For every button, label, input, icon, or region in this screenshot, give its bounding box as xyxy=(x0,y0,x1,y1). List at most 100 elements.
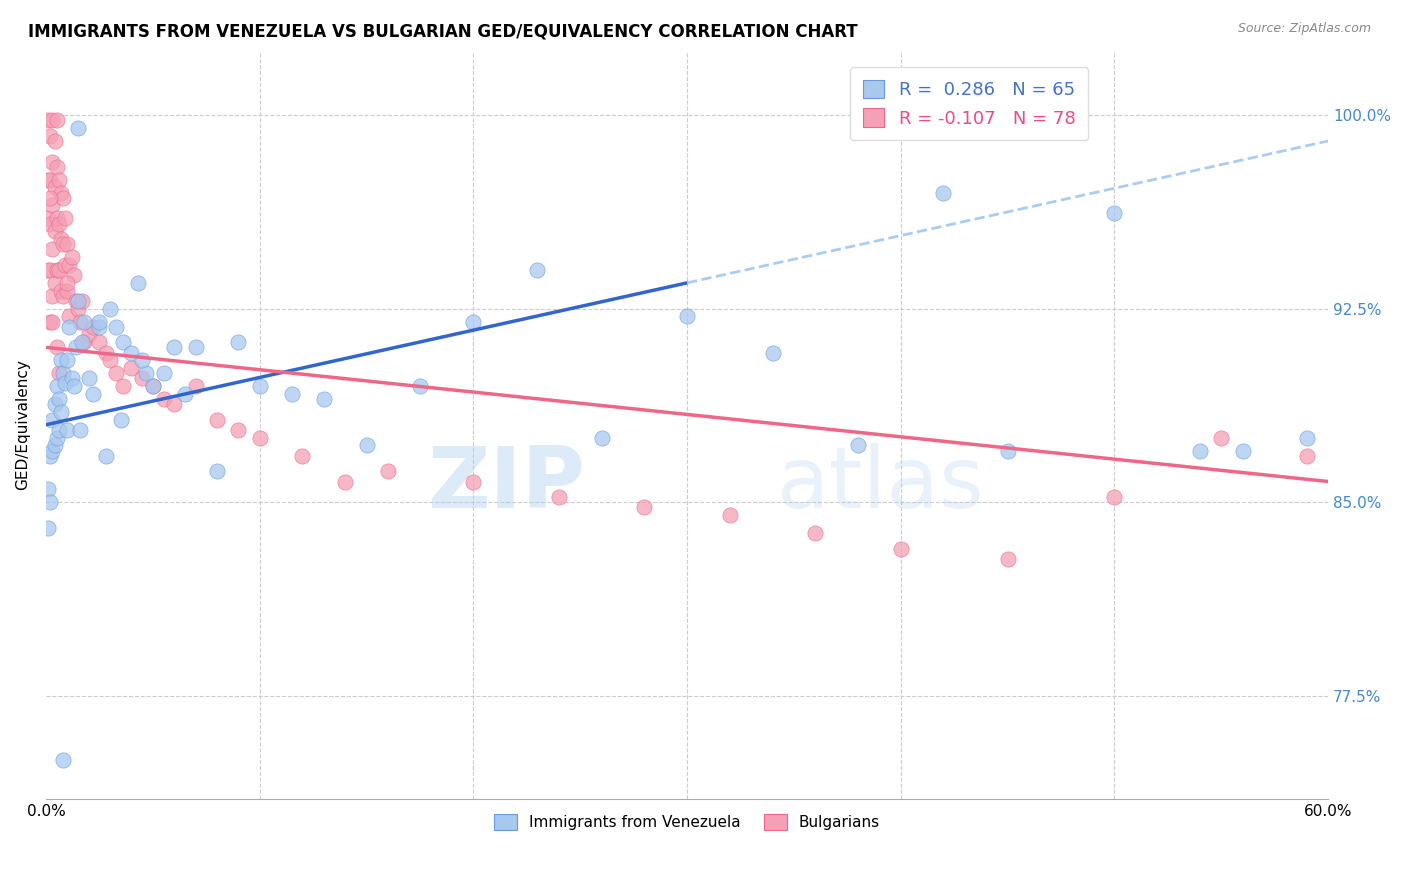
Point xyxy=(547,490,569,504)
Point xyxy=(37,521,59,535)
Point xyxy=(53,376,76,391)
Point xyxy=(312,392,335,406)
Point xyxy=(45,431,67,445)
Point xyxy=(280,386,302,401)
Point xyxy=(73,314,96,328)
Point xyxy=(111,335,134,350)
Point xyxy=(49,186,72,200)
Point xyxy=(49,405,72,419)
Point xyxy=(48,392,70,406)
Point xyxy=(249,379,271,393)
Point xyxy=(49,232,72,246)
Point xyxy=(226,423,249,437)
Point xyxy=(41,314,63,328)
Point xyxy=(39,263,62,277)
Point xyxy=(52,191,75,205)
Legend: Immigrants from Venezuela, Bulgarians: Immigrants from Venezuela, Bulgarians xyxy=(488,808,886,836)
Point xyxy=(111,379,134,393)
Point xyxy=(676,310,699,324)
Point xyxy=(60,371,83,385)
Point xyxy=(44,276,66,290)
Point xyxy=(163,340,186,354)
Point xyxy=(44,397,66,411)
Point xyxy=(152,392,174,406)
Point xyxy=(39,191,62,205)
Point xyxy=(58,319,80,334)
Text: Source: ZipAtlas.com: Source: ZipAtlas.com xyxy=(1237,22,1371,36)
Point xyxy=(82,386,104,401)
Point xyxy=(131,371,153,385)
Point xyxy=(56,423,79,437)
Point xyxy=(60,250,83,264)
Point xyxy=(120,361,142,376)
Point xyxy=(66,301,89,316)
Point xyxy=(48,217,70,231)
Point xyxy=(73,335,96,350)
Point xyxy=(69,423,91,437)
Point xyxy=(633,500,655,515)
Point xyxy=(37,113,59,128)
Point xyxy=(127,276,149,290)
Point xyxy=(110,412,132,426)
Point xyxy=(1104,206,1126,220)
Point xyxy=(98,353,121,368)
Point xyxy=(37,482,59,496)
Point xyxy=(761,345,783,359)
Text: ZIP: ZIP xyxy=(427,443,585,526)
Point xyxy=(56,353,79,368)
Point xyxy=(591,431,613,445)
Point xyxy=(37,263,59,277)
Point xyxy=(41,443,63,458)
Point xyxy=(44,180,66,194)
Point xyxy=(135,366,157,380)
Text: IMMIGRANTS FROM VENEZUELA VS BULGARIAN GED/EQUIVALENCY CORRELATION CHART: IMMIGRANTS FROM VENEZUELA VS BULGARIAN G… xyxy=(28,22,858,40)
Point xyxy=(56,284,79,298)
Point xyxy=(37,211,59,226)
Point xyxy=(72,293,94,308)
Point xyxy=(56,237,79,252)
Point xyxy=(163,397,186,411)
Point xyxy=(173,386,195,401)
Point xyxy=(48,423,70,437)
Point xyxy=(72,335,94,350)
Point xyxy=(62,379,84,393)
Point xyxy=(65,340,87,354)
Point xyxy=(1104,490,1126,504)
Point xyxy=(846,438,869,452)
Point xyxy=(718,508,741,522)
Point xyxy=(45,340,67,354)
Point xyxy=(205,412,228,426)
Point xyxy=(58,258,80,272)
Point xyxy=(1211,431,1233,445)
Point xyxy=(52,289,75,303)
Point xyxy=(89,319,111,334)
Point xyxy=(997,552,1019,566)
Point xyxy=(463,475,485,489)
Point xyxy=(409,379,432,393)
Point xyxy=(226,335,249,350)
Point xyxy=(82,319,104,334)
Point xyxy=(39,217,62,231)
Point xyxy=(152,366,174,380)
Point xyxy=(120,345,142,359)
Point xyxy=(48,263,70,277)
Point xyxy=(997,443,1019,458)
Point xyxy=(39,314,62,328)
Point xyxy=(39,449,62,463)
Point xyxy=(52,237,75,252)
Point xyxy=(105,319,128,334)
Point xyxy=(463,314,485,328)
Point xyxy=(932,186,955,200)
Point xyxy=(49,284,72,298)
Point xyxy=(142,379,165,393)
Point xyxy=(77,327,100,342)
Point xyxy=(377,464,399,478)
Point xyxy=(890,541,912,556)
Point xyxy=(45,211,67,226)
Point xyxy=(52,366,75,380)
Point xyxy=(41,154,63,169)
Point xyxy=(45,263,67,277)
Point xyxy=(41,198,63,212)
Text: atlas: atlas xyxy=(776,443,984,526)
Point xyxy=(94,449,117,463)
